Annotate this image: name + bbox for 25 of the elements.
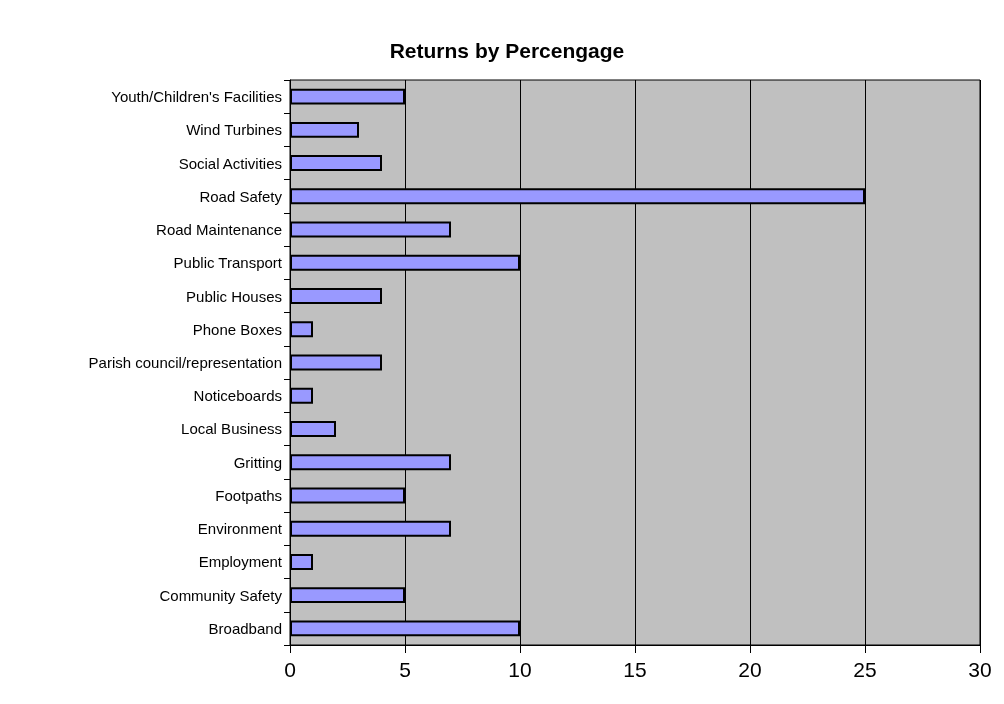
y-tick-label: Parish council/representation xyxy=(88,354,282,371)
y-tick-label: Road Maintenance xyxy=(156,221,282,239)
x-tick-label: 15 xyxy=(623,658,647,681)
y-tick-label: Youth/Children's Facilities xyxy=(111,88,282,106)
y-tick-label: Social Activities xyxy=(178,154,282,172)
y-tick-label: Environment xyxy=(197,520,283,538)
chart-title: Returns by Percengage xyxy=(389,39,625,62)
y-tick-label: Broadband xyxy=(208,619,282,637)
y-tick-label: Noticeboards xyxy=(193,387,282,405)
x-tick-label: 30 xyxy=(968,658,992,681)
x-tick-label: 25 xyxy=(853,658,877,681)
y-tick-label: Phone Boxes xyxy=(192,320,282,338)
y-tick-label: Local Business xyxy=(181,420,282,438)
x-tick-label: 5 xyxy=(399,658,411,681)
y-tick-label: Public Transport xyxy=(173,254,283,272)
y-tick-label: Gritting xyxy=(233,453,282,471)
y-tick-label: Footpaths xyxy=(215,486,282,504)
y-tick-label: Community Safety xyxy=(159,586,283,604)
y-tick-label: Wind Turbines xyxy=(186,121,282,139)
y-tick-label: Road Safety xyxy=(199,187,283,205)
x-tick-label: 10 xyxy=(508,658,532,681)
y-tick-label: Public Houses xyxy=(186,287,282,305)
x-tick-label: 20 xyxy=(738,658,762,681)
x-tick-label: 0 xyxy=(284,658,296,681)
y-tick-label: Employment xyxy=(198,553,283,571)
